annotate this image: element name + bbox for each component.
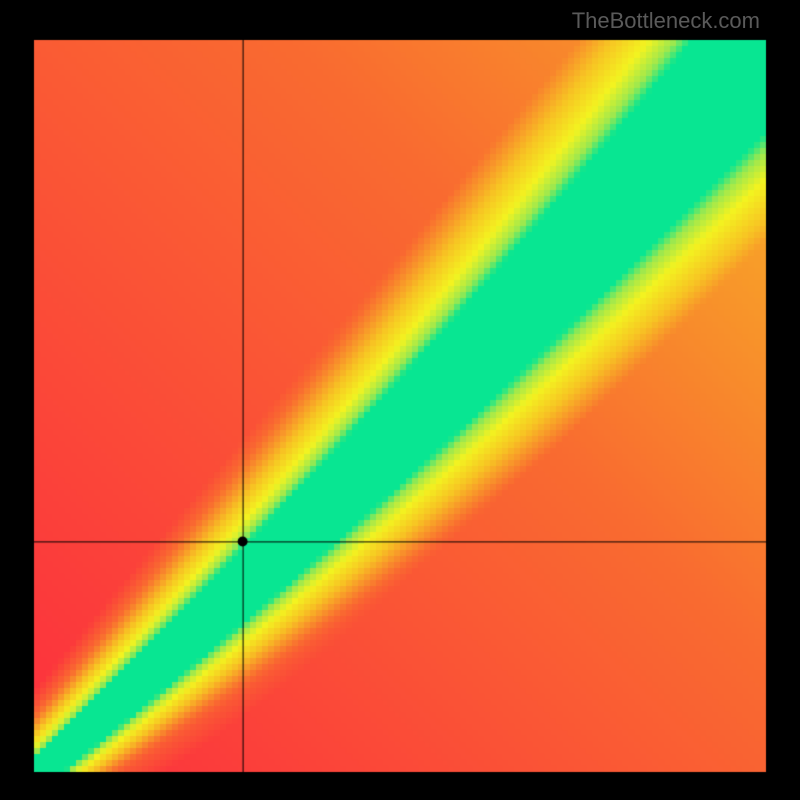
watermark-text: TheBottleneck.com xyxy=(572,8,760,34)
bottleneck-heatmap xyxy=(0,0,800,800)
